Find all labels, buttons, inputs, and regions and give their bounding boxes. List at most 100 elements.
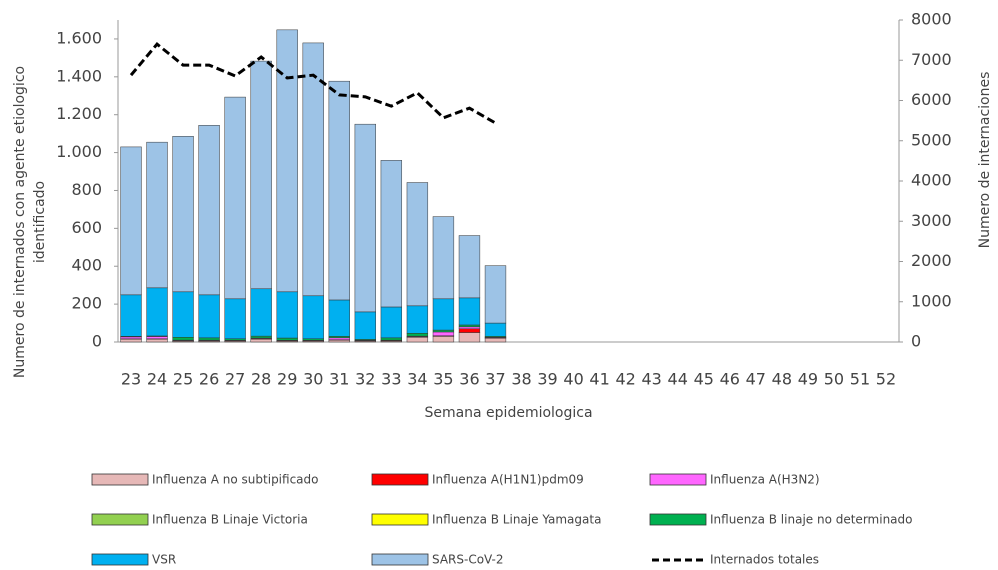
bar-segment [406,337,429,343]
legend-label: Influenza A no subtipificado [152,473,318,487]
y2-tick-label: 1000 [911,291,952,310]
legend-label: Internados totales [710,553,819,567]
bar-segment [406,182,429,307]
bar-segment [276,29,298,293]
bar-segment [224,298,246,340]
bar-segment [120,146,142,296]
y-tick-label: 200 [71,294,102,313]
x-tick-label: 47 [746,370,766,389]
bar-segment [146,338,168,343]
bar-segment [172,291,194,338]
legend-label: Influenza A(H1N1)pdm09 [432,473,584,487]
legend-label: Influenza A(H3N2) [710,473,820,487]
bar-segment [172,136,194,293]
bar-segment [432,329,455,333]
bar-segment [484,322,507,337]
bar-segment [406,305,429,334]
x-tick-label: 24 [147,370,167,389]
legend-swatch [371,553,429,566]
line [129,42,497,125]
bar-segment [328,299,350,337]
bar-segment [458,324,481,328]
legend-swatch [371,513,429,526]
bar-segment [458,328,481,333]
x-tick-label: 28 [251,370,271,389]
bar-segment [276,337,298,341]
y-tick-label: 1.400 [56,66,102,85]
bar-segment [380,160,403,308]
x-tick-label: 38 [511,370,531,389]
bar-segment [380,306,403,339]
x-tick-label: 23 [121,370,141,389]
x-tick-label: 50 [824,370,844,389]
bar-segment [432,331,455,336]
x-tick-label: 31 [329,370,349,389]
bar-segment [302,295,324,340]
bar-segment [250,60,272,290]
bar-segment [432,216,455,300]
y-tick-label: 0 [92,332,102,351]
bar-segment [250,335,272,339]
bar-segment [250,338,272,343]
legend-label: SARS-CoV-2 [432,553,504,567]
x-tick-label: 46 [720,370,740,389]
bar-segment [458,326,481,329]
y-tick-label: 800 [71,180,102,199]
legend-label: VSR [152,553,176,567]
x-tick-label: 40 [563,370,583,389]
y2-tick-label: 3000 [911,211,952,230]
x-tick-label: 27 [225,370,245,389]
y-tick-label: 1.200 [56,104,102,123]
y2-axis-title: Numero de internaciones [977,72,993,249]
bar-segment [276,291,298,339]
bar-segment [406,333,429,337]
x-tick-label: 49 [798,370,818,389]
legend-label: Influenza B Linaje Victoria [152,513,308,527]
bar-segment [432,336,455,343]
bar-segment [146,141,168,289]
bar-segment [328,80,350,301]
legend-swatch [371,473,429,486]
bar-segment [198,294,220,339]
y2-tick-label: 8000 [911,10,952,29]
x-tick-label: 30 [303,370,323,389]
bar-segment [458,297,481,326]
bar-segment [198,337,220,341]
x-tick-label: 41 [589,370,609,389]
x-tick-label: 45 [694,370,714,389]
bar-segment [250,288,272,337]
legend-swatch [91,513,149,526]
bar-segment [146,336,168,340]
bar-segment [120,338,142,343]
y2-tick-label: 7000 [911,50,952,69]
y-tick-label: 1.000 [56,142,102,161]
bar-segment [328,337,350,340]
legend-label: Influenza B linaje no determinado [710,513,912,527]
x-tick-label: 42 [615,370,635,389]
bar-segment [172,337,194,341]
bar-segment [328,339,350,343]
bar-segment [354,311,376,340]
bar-segment [380,337,403,341]
x-tick-label: 32 [355,370,375,389]
x-tick-label: 44 [668,370,688,389]
x-tick-label: 39 [537,370,557,389]
x-tick-label: 33 [381,370,401,389]
legend-swatch [649,473,707,486]
x-tick-label: 35 [433,370,453,389]
bar-segment [302,42,324,297]
x-tick-label: 26 [199,370,219,389]
y2-tick-label: 0 [911,332,921,351]
y2-tick-label: 6000 [911,90,952,109]
x-tick-label: 37 [485,370,505,389]
x-tick-label: 51 [850,370,870,389]
y-axis-title: Numero de internados con agente etiologi… [12,66,28,378]
legend-swatch [91,553,149,566]
y2-tick-label: 4000 [911,171,952,190]
bar-segment [354,123,376,313]
legend-swatch [649,513,707,526]
x-axis-title: Semana epidemiologica [424,405,592,421]
x-tick-label: 43 [642,370,662,389]
legend-label: Influenza B Linaje Yamagata [432,513,601,527]
